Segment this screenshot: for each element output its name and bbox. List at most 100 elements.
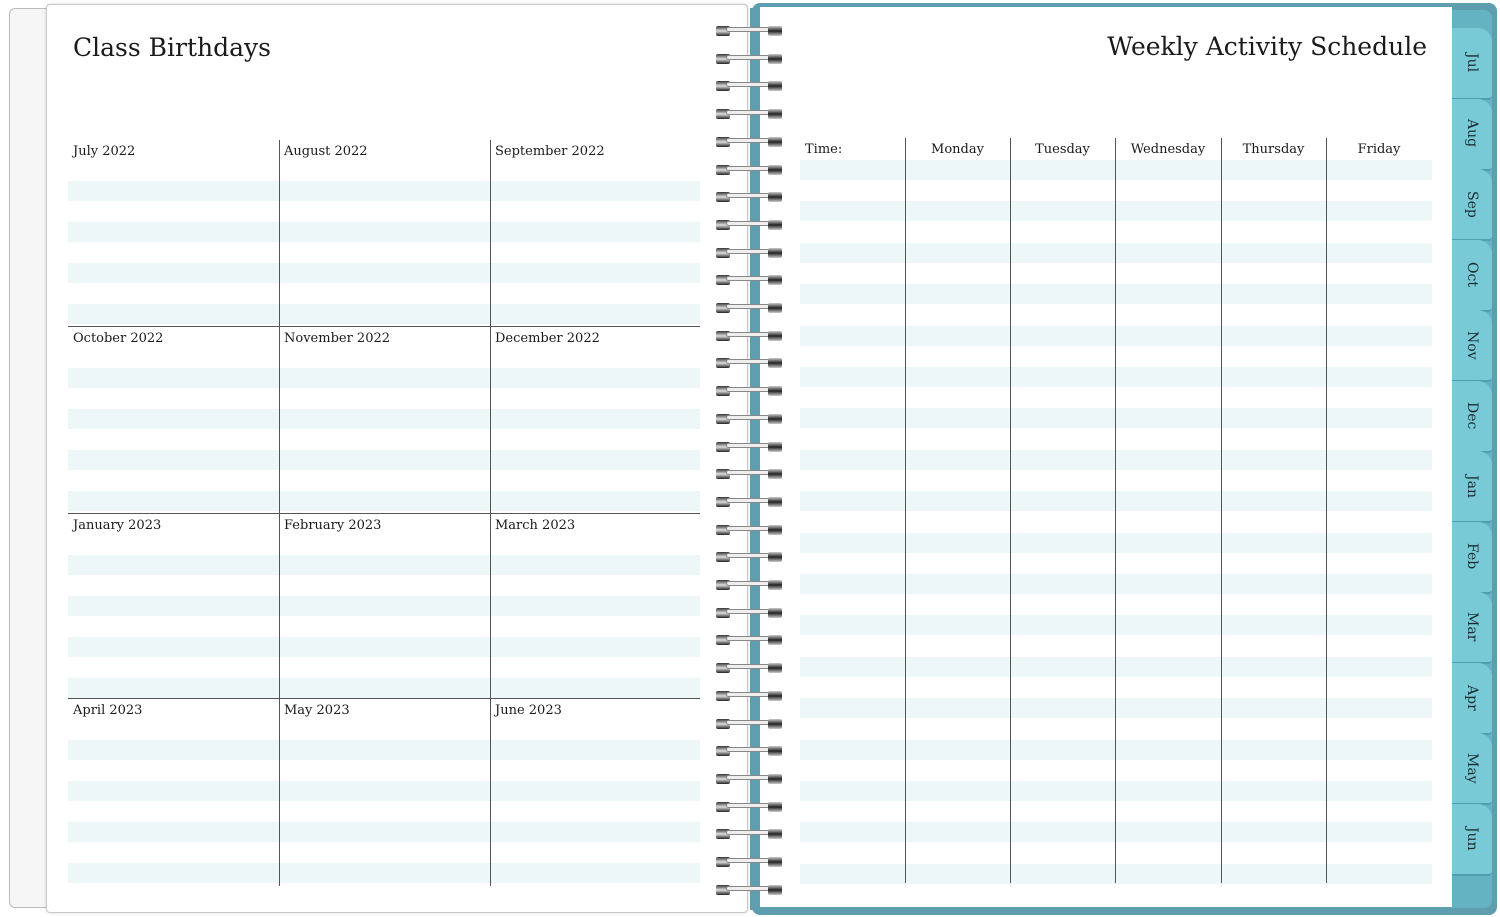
schedule-row [800,532,1432,553]
coil-part [726,608,772,614]
month-label: January 2023 [73,518,162,533]
row-divider [68,513,700,514]
coil-part [768,635,782,646]
month-label: February 2023 [284,518,382,533]
write-line [68,304,700,324]
coil-part [726,497,772,503]
month-tab[interactable]: May [1452,733,1492,805]
spiral-coil [716,717,784,731]
page-title-left: Class Birthdays [73,33,271,62]
schedule-row [800,863,1432,884]
coil-part [716,164,730,175]
coil-part [716,607,730,618]
coil-part [726,137,772,143]
coil-part [768,109,782,120]
schedule-row [800,781,1432,801]
coil-part [768,524,782,535]
month-tab-label: Oct [1464,262,1480,287]
coil-part [768,441,782,452]
spiral-coil [716,412,784,426]
coil-part [716,552,730,563]
coil-part [726,220,772,226]
coil-part [768,746,782,757]
coil-part [768,413,782,424]
coil-part [726,885,772,891]
write-line [68,781,700,801]
month-tab[interactable]: Jun [1452,803,1492,876]
coil-part [768,718,782,729]
coil-part [716,219,730,230]
month-tab[interactable]: Apr [1452,662,1492,735]
spiral-coil [716,883,784,897]
coil-part [768,469,782,480]
month-label: October 2022 [73,331,164,346]
month-label: May 2023 [284,703,350,718]
coil-part [716,829,730,840]
month-tab[interactable]: Sep [1452,169,1492,241]
coil-part [716,303,730,313]
coil-part [716,441,730,452]
coil-part [716,358,730,369]
row-divider [68,326,700,327]
spiral-coil [716,523,784,537]
coil-part [716,247,730,258]
month-tab[interactable]: Aug [1452,98,1492,171]
schedule-row [800,574,1432,594]
coil-part [768,81,782,92]
row-divider [68,698,700,699]
month-label: July 2022 [73,144,136,159]
spiral-coil [716,661,784,675]
coil-part [726,304,772,309]
month-tab[interactable]: Jan [1452,451,1492,523]
month-tab[interactable]: Nov [1452,310,1492,382]
month-tab[interactable]: Mar [1452,592,1492,664]
spiral-coil [716,606,784,620]
coil-part [768,829,782,840]
schedule-row [800,160,1432,180]
spiral-coil [716,163,784,177]
spiral-coil [716,800,784,814]
month-label: September 2022 [495,144,605,159]
coil-part [726,193,772,199]
write-line [68,491,700,511]
coil-part [716,53,730,64]
spiral-coil [716,827,784,841]
month-tab[interactable]: Dec [1452,380,1492,453]
month-tab[interactable]: Oct [1452,239,1492,312]
column-divider [1115,138,1116,883]
schedule-row [800,367,1432,387]
month-tab-label: Dec [1464,401,1480,430]
coil-part [768,386,782,397]
spiral-coil [716,79,784,93]
coil-part [726,27,772,32]
coil-part [716,857,730,867]
coil-part [716,136,730,147]
coil-part [768,330,782,341]
coil-part [726,774,772,780]
month-label: December 2022 [495,331,600,346]
write-line [68,409,700,429]
coil-part [716,386,730,397]
coil-part [768,801,782,812]
write-line [68,863,700,883]
column-divider [1221,138,1222,883]
coil-part [716,635,730,646]
column-divider [1010,138,1011,883]
month-tab[interactable]: Feb [1452,521,1492,594]
column-header: Monday [931,142,984,157]
write-line [68,740,700,760]
coil-part [768,26,782,36]
coil-part [726,830,772,836]
column-divider [279,140,280,886]
coil-part [726,387,772,393]
schedule-row [800,491,1432,512]
coil-part [716,690,730,701]
spiral-coil [716,273,784,287]
coil-part [768,607,782,618]
coil-part [768,580,782,590]
column-header: Thursday [1242,142,1305,157]
coil-part [716,413,730,424]
month-tab-label: Feb [1464,543,1480,570]
coil-part [768,857,782,867]
month-tab[interactable]: Jul [1452,28,1492,100]
